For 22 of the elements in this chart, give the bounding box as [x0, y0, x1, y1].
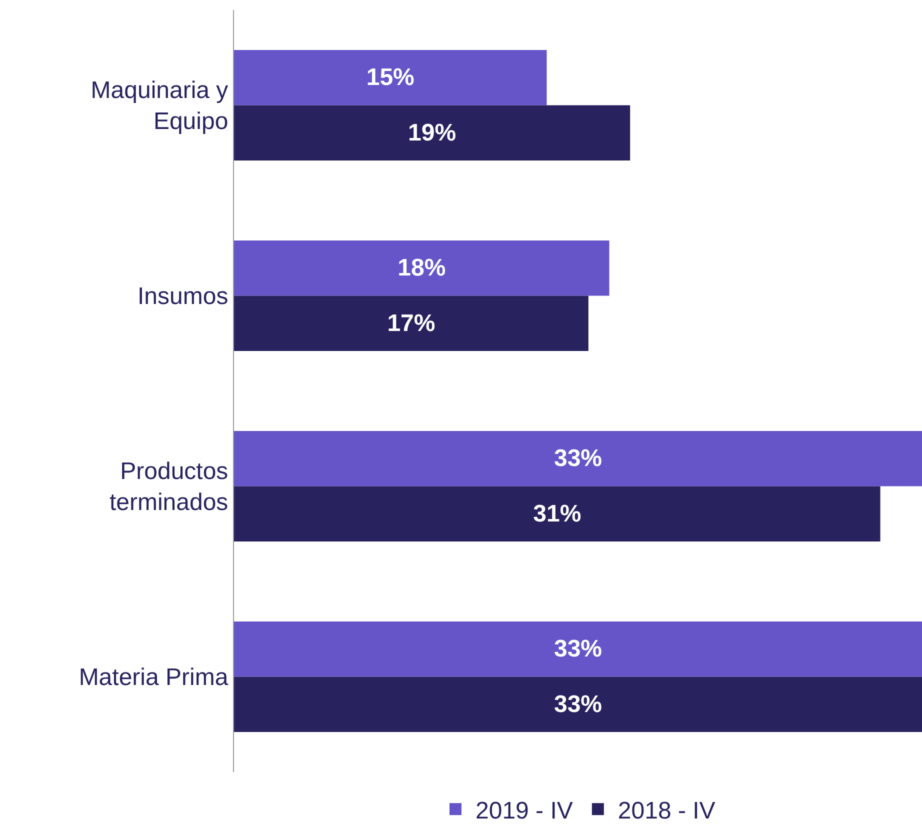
bar — [234, 622, 922, 677]
y-tick-label: Productos terminados — [109, 458, 228, 516]
y-tick-label: Maquinaria y Equipo — [90, 77, 228, 136]
data-label: 33% — [554, 636, 602, 663]
y-tick-label: Insumos — [137, 283, 228, 310]
legend-label: 2019 - IV — [476, 797, 573, 824]
bar — [234, 105, 630, 160]
bar — [234, 296, 588, 351]
data-label: 15% — [366, 64, 414, 92]
bar — [234, 486, 880, 542]
bar — [234, 431, 922, 486]
data-label: 31% — [533, 500, 582, 528]
bar — [234, 50, 547, 106]
legend-label: 2018 - IV — [618, 797, 716, 824]
data-label: 33% — [554, 445, 602, 472]
y-tick-label: Materia Prima — [78, 664, 229, 692]
data-label: 19% — [408, 119, 456, 146]
data-label: 33% — [554, 690, 602, 718]
data-label: 17% — [387, 310, 436, 337]
bar — [234, 676, 922, 732]
bar — [234, 240, 610, 296]
data-label: 18% — [398, 254, 446, 282]
